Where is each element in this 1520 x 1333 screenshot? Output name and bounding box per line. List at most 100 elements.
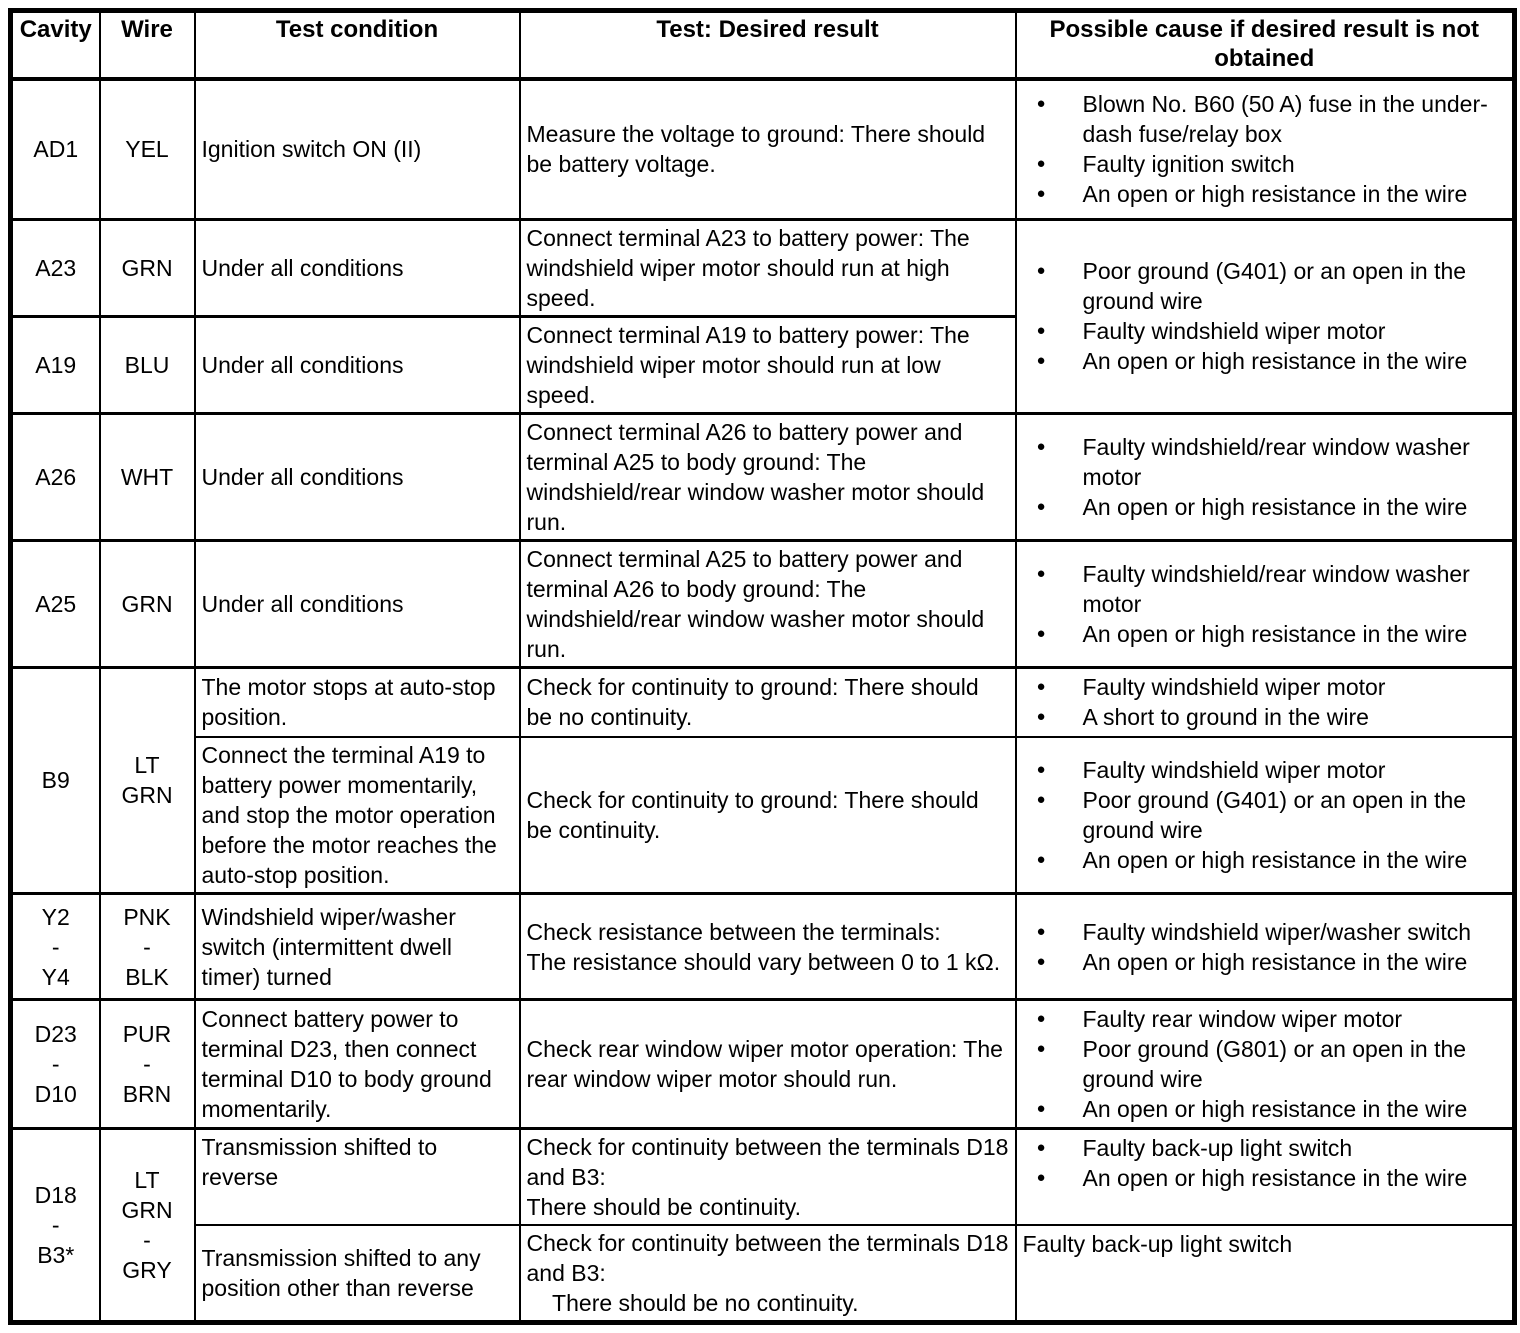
table-row: D23 - D10 PUR - BRN Connect battery power … — [9, 998, 1516, 1130]
cause-item: ● A short to ground in the wire — [1019, 702, 1509, 732]
bullet-icon: ● — [1036, 1169, 1046, 1186]
table-row: D18 - B3* LT GRN - GRY Transmission shifte… — [9, 1127, 1516, 1324]
cause-text: An open or high resistance in the wire — [1082, 620, 1468, 647]
bullet-icon: ● — [1036, 95, 1046, 113]
cause-text: A short to ground in the wire — [1082, 704, 1369, 731]
condition-cell: Under all conditions — [193, 538, 521, 668]
cause-item: ● An open or high resistance in the wire — [1019, 845, 1509, 875]
cause-item: ● An open or high resistance in the wire — [1019, 1094, 1509, 1124]
bullet-icon: ● — [1036, 761, 1046, 778]
bullet-icon: ● — [1036, 851, 1046, 868]
condition-cell: Transmission shifted to any position oth… — [193, 1224, 521, 1324]
cause-item: ● Poor ground (G801) or an open in the gr… — [1019, 1034, 1509, 1094]
cause-item: ● An open or high resistance in the wire — [1019, 492, 1509, 522]
cause-item: ● Poor ground (G401) or an open in the gr… — [1019, 785, 1509, 845]
bullet-icon: ● — [1036, 185, 1046, 203]
causes-cell: Faulty back-up light switch — [1014, 1224, 1516, 1324]
causes-cell: ● Blown No. B60 (50 A) fuse in the under-… — [1014, 77, 1516, 220]
cause-item: ● Faulty windshield/rear window washer mo… — [1019, 559, 1509, 619]
wire-cell: GRN — [98, 538, 196, 668]
cause-text: An open or high resistance in the wire — [1082, 181, 1468, 208]
table-row: A23 GRN Under all conditions Connect termin… — [9, 217, 1516, 414]
cause-item: ● Faulty windshield wiper motor — [1019, 316, 1509, 346]
bullet-icon: ● — [1036, 708, 1046, 726]
cause-text: Faulty windshield wiper motor — [1082, 318, 1386, 344]
result-cell: Measure the voltage to ground: There sho… — [518, 77, 1017, 220]
bullet-icon: ● — [1036, 352, 1046, 369]
cause-text: Faulty rear window wiper motor — [1082, 1006, 1403, 1032]
cause-item: ● Faulty windshield wiper/washer switch — [1019, 917, 1509, 947]
cause-text: An open or high resistance in the wire — [1082, 847, 1468, 873]
wire-cell: LT GRN — [98, 665, 196, 895]
bullet-icon: ● — [1036, 437, 1046, 455]
result-cell: Check for continuity to ground: There sh… — [518, 736, 1017, 895]
result-cell: Connect terminal A19 to battery power: T… — [518, 314, 1017, 414]
cause-item: ● An open or high resistance in the wire — [1019, 1163, 1509, 1193]
cause-item: ● Poor ground (G401) or an open in the gr… — [1019, 256, 1509, 316]
causes-cell: ● Faulty windshield wiper motor ● A short t… — [1014, 665, 1516, 738]
condition-cell: The motor stops at auto-stop position. — [193, 665, 521, 738]
bullet-icon: ● — [1036, 791, 1046, 808]
cause-item: ● Blown No. B60 (50 A) fuse in the under-… — [1019, 89, 1509, 149]
header-row: Cavity Wire Test condition Test: Desired… — [9, 9, 1516, 81]
bullet-icon: ● — [1036, 262, 1046, 279]
header-wire: Wire — [98, 9, 196, 81]
bullet-icon: ● — [1036, 1100, 1046, 1117]
cavity-cell: D23 - D10 — [9, 998, 101, 1130]
cause-text: Faulty ignition switch — [1082, 151, 1295, 178]
cause-text: An open or high resistance in the wire — [1082, 1096, 1468, 1122]
cause-item: ● Faulty windshield wiper motor — [1019, 755, 1509, 785]
cavity-cell: A23 — [9, 217, 101, 317]
cavity-cell: AD1 — [9, 77, 101, 220]
cavity-cell: B9 — [9, 665, 101, 895]
result-cell: Check resistance between the terminals: … — [518, 892, 1017, 1001]
table-row: B9 LT GRN The motor stops at auto-stop pos… — [9, 665, 1516, 895]
table-row: Transmission shifted to any position oth… — [11, 1224, 1516, 1324]
table-row: Y2 - Y4 PNK - BLK Windshield wiper/washer … — [9, 892, 1516, 1001]
condition-cell: Ignition switch ON (II) — [193, 77, 521, 220]
bullet-icon: ● — [1036, 1010, 1046, 1027]
table-header: Cavity Wire Test condition Test: Desired… — [9, 9, 1516, 81]
cause-item: ● Faulty windshield/rear window washer mo… — [1019, 432, 1509, 492]
cause-item: ● An open or high resistance in the wire — [1019, 346, 1509, 376]
cavity-cell: A19 — [9, 314, 101, 414]
cavity-cell: D18 - B3* — [9, 1127, 101, 1324]
cavity-cell: A25 — [9, 538, 101, 668]
cause-item: ● An open or high resistance in the wire — [1019, 947, 1509, 977]
condition-cell: Under all conditions — [193, 411, 521, 541]
cause-text: Faulty windshield wiper/washer switch — [1082, 918, 1472, 945]
cause-text: Blown No. B60 (50 A) fuse in the under-d… — [1082, 91, 1488, 148]
causes-cell: ● Faulty rear window wiper motor ● Poor gro… — [1014, 998, 1516, 1130]
cause-item: ● Faulty back-up light switch — [1019, 1133, 1509, 1163]
result-cell: Check rear window wiper motor operation:… — [518, 998, 1017, 1130]
condition-cell: Transmission shifted to reverse — [193, 1127, 521, 1226]
header-test-condition: Test condition — [193, 9, 521, 81]
condition-cell: Under all conditions — [193, 314, 521, 414]
cause-text: Faulty windshield wiper motor — [1082, 757, 1386, 783]
bullet-icon: ● — [1036, 322, 1046, 339]
table-row: A19 BLU Under all conditions Connect termin… — [9, 314, 1515, 414]
header-cavity: Cavity — [9, 9, 101, 81]
condition-cell: Connect the terminal A19 to battery powe… — [193, 736, 521, 895]
bullet-icon: ● — [1036, 678, 1046, 696]
table-row: A26 WHT Under all conditions Connect termin… — [9, 411, 1516, 541]
result-cell: Check for continuity between the termina… — [518, 1224, 1017, 1324]
table-row: A25 GRN Under all conditions Connect termin… — [9, 538, 1516, 668]
cause-text: Poor ground (G801) or an open in the gro… — [1082, 1036, 1467, 1092]
causes-cell: ● Faulty windshield/rear window washer mo… — [1014, 411, 1516, 541]
bullet-icon: ● — [1036, 497, 1046, 515]
cause-text: An open or high resistance in the wire — [1082, 1165, 1468, 1191]
table-row: Connect the terminal A19 to battery powe… — [11, 736, 1516, 895]
wire-test-table: Cavity Wire Test condition Test: Desired… — [8, 8, 1517, 1325]
condition-cell: Connect battery power to terminal D23, t… — [193, 998, 521, 1130]
table-body: AD1 YEL Ignition switch ON (II) Measure the… — [9, 77, 1516, 1324]
wire-cell: LT GRN - GRY — [98, 1127, 196, 1324]
wire-cell: BLU — [98, 314, 196, 414]
bullet-icon: ● — [1036, 922, 1046, 940]
cause-item: ● Faulty windshield wiper motor — [1019, 672, 1509, 702]
bullet-icon: ● — [1036, 952, 1046, 970]
cause-text: An open or high resistance in the wire — [1082, 348, 1468, 374]
cause-item: ● An open or high resistance in the wire — [1019, 179, 1509, 209]
cause-item: ● Faulty rear window wiper motor — [1019, 1004, 1509, 1034]
condition-cell: Windshield wiper/washer switch (intermit… — [193, 892, 521, 1001]
